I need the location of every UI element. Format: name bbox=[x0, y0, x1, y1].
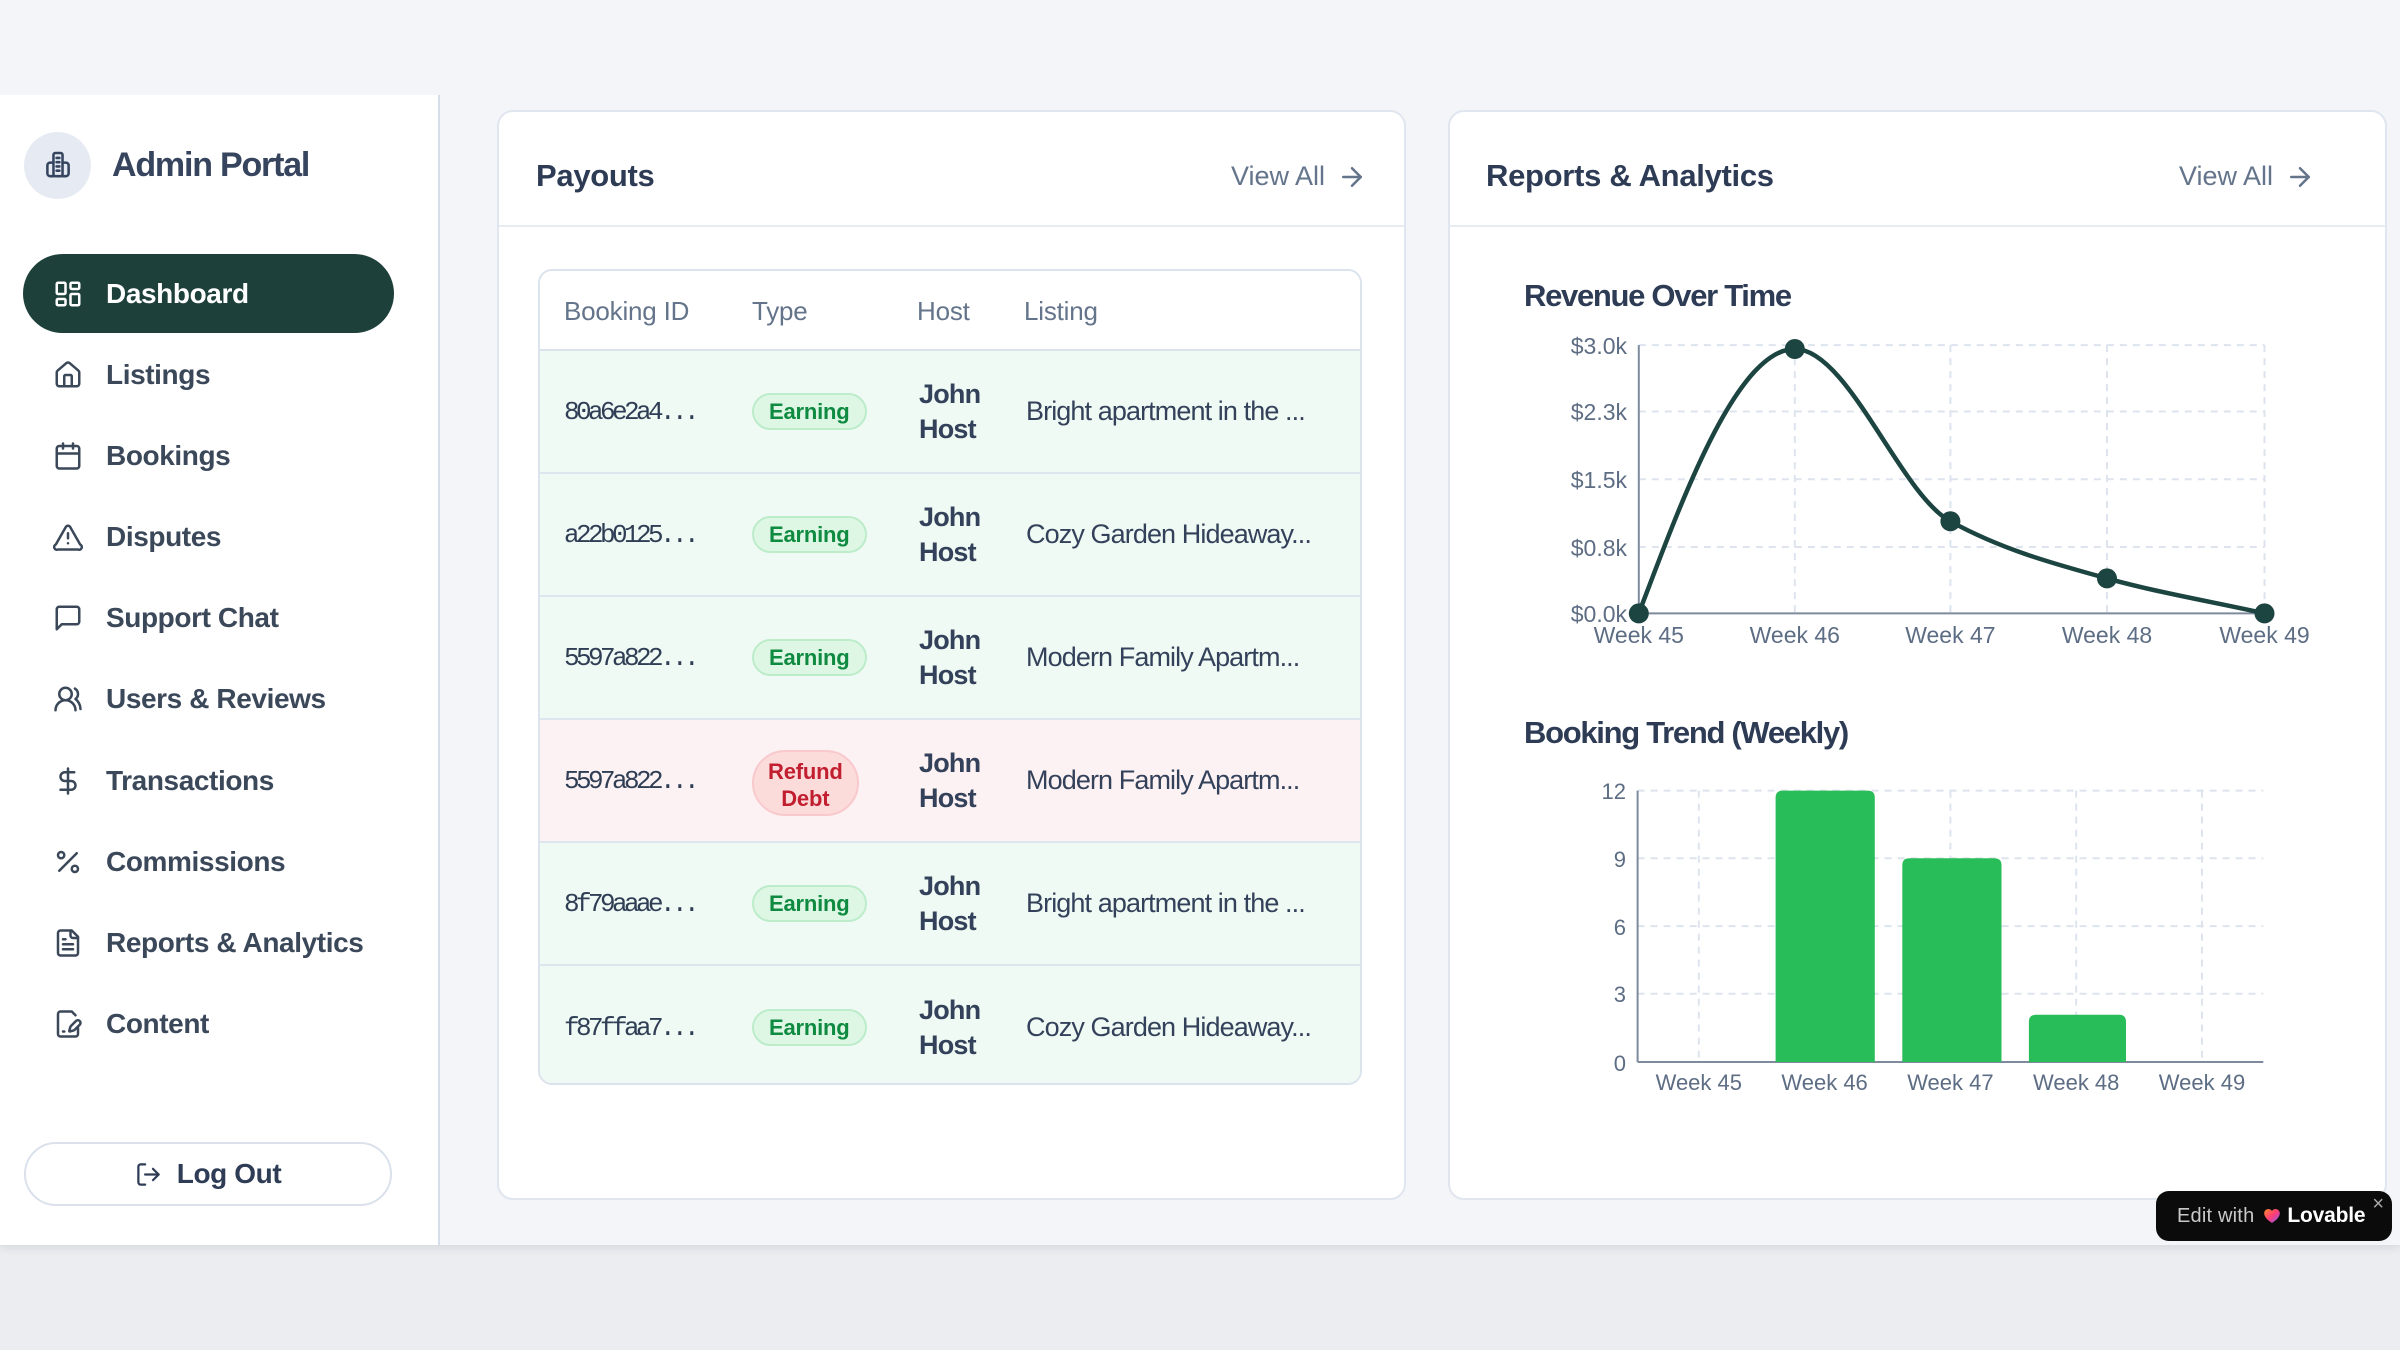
svg-text:Week 47: Week 47 bbox=[1907, 1070, 1993, 1095]
svg-text:$3.0k: $3.0k bbox=[1571, 333, 1628, 359]
svg-text:Week 48: Week 48 bbox=[2062, 622, 2152, 648]
svg-text:Week 49: Week 49 bbox=[2159, 1070, 2245, 1095]
svg-text:$0.8k: $0.8k bbox=[1571, 535, 1628, 561]
svg-text:Week 45: Week 45 bbox=[1656, 1070, 1742, 1095]
svg-text:Week 46: Week 46 bbox=[1750, 622, 1840, 648]
svg-text:3: 3 bbox=[1614, 982, 1626, 1007]
svg-text:$0.0k: $0.0k bbox=[1571, 601, 1628, 627]
svg-text:6: 6 bbox=[1614, 915, 1626, 940]
svg-text:Week 49: Week 49 bbox=[2219, 622, 2309, 648]
svg-text:9: 9 bbox=[1614, 847, 1626, 872]
svg-text:12: 12 bbox=[1602, 779, 1626, 804]
svg-text:Week 47: Week 47 bbox=[1905, 622, 1995, 648]
svg-text:Week 46: Week 46 bbox=[1781, 1070, 1867, 1095]
svg-text:$2.3k: $2.3k bbox=[1571, 399, 1628, 425]
svg-text:$1.5k: $1.5k bbox=[1571, 467, 1628, 493]
svg-text:Week 48: Week 48 bbox=[2033, 1070, 2119, 1095]
svg-text:Week 45: Week 45 bbox=[1594, 622, 1684, 648]
svg-text:0: 0 bbox=[1614, 1051, 1626, 1076]
